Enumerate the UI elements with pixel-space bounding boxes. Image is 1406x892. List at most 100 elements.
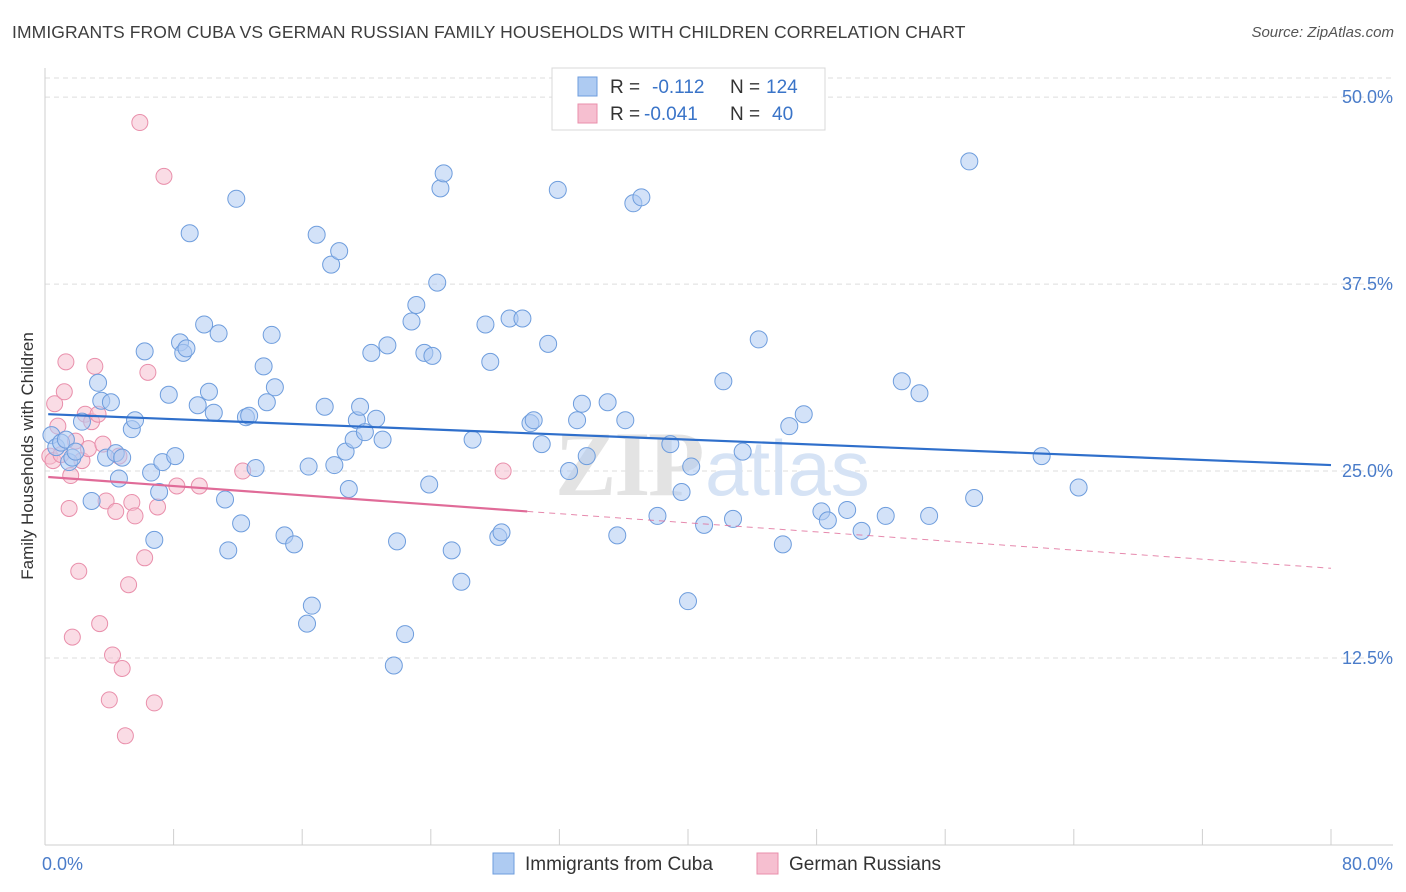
point-cuba <box>794 405 813 424</box>
point-cuba <box>299 457 318 476</box>
legend-r-value-2: -0.041 <box>644 104 698 125</box>
point-cuba <box>388 532 407 551</box>
y-tick-label: 37.5% <box>1342 274 1393 294</box>
point-german-russian <box>116 727 134 745</box>
chart-title: IMMIGRANTS FROM CUBA VS GERMAN RUSSIAN F… <box>12 22 966 42</box>
point-cuba <box>135 342 154 361</box>
point-cuba <box>428 273 447 292</box>
point-cuba <box>227 189 246 208</box>
point-german-russian <box>57 353 75 371</box>
point-cuba <box>101 393 120 412</box>
point-german-russian <box>136 549 154 567</box>
point-german-russian <box>70 562 88 580</box>
point-cuba <box>560 462 579 481</box>
point-german-russian <box>60 499 78 517</box>
stats-legend: R = -0.112 N = 124 R = -0.041 N = 40 <box>551 67 826 131</box>
point-cuba <box>1069 478 1088 497</box>
point-cuba <box>367 409 386 428</box>
point-cuba <box>82 491 101 510</box>
point-cuba <box>492 523 511 542</box>
point-cuba <box>714 372 733 391</box>
tick-labels: 12.5% 25.0% 37.5% 50.0% 0.0% 80.0% <box>42 87 1393 874</box>
point-cuba <box>431 179 450 198</box>
trend-line-german-russians <box>48 475 528 513</box>
point-cuba <box>1032 447 1051 466</box>
point-cuba <box>209 324 228 343</box>
point-cuba <box>72 412 91 431</box>
point-cuba <box>362 343 381 362</box>
point-german-russian <box>494 462 512 480</box>
point-german-russian <box>91 615 109 633</box>
legend-r-label-2: R = <box>610 104 640 125</box>
legend-swatch-pink <box>577 103 598 124</box>
point-cuba <box>325 456 344 475</box>
series-immigrants-from-cuba <box>42 152 1088 675</box>
point-cuba <box>322 255 341 274</box>
point-cuba <box>598 393 617 412</box>
point-cuba <box>315 397 334 416</box>
source-label: Source: ZipAtlas.com <box>1251 24 1394 41</box>
grid-lines <box>45 77 1393 659</box>
legend-n-label-2: N = <box>730 104 760 125</box>
point-cuba <box>780 417 799 436</box>
point-cuba <box>257 393 276 412</box>
point-cuba <box>463 430 482 449</box>
point-cuba <box>679 592 697 611</box>
point-cuba <box>532 435 551 454</box>
legend-swatch-cuba <box>492 852 515 875</box>
point-cuba <box>246 459 265 478</box>
point-cuba <box>920 506 939 525</box>
point-cuba <box>351 397 370 416</box>
point-cuba <box>695 515 714 534</box>
point-german-russian <box>145 694 163 712</box>
point-cuba <box>608 526 627 545</box>
point-cuba <box>524 411 543 430</box>
point-cuba <box>298 614 317 633</box>
legend-n-value-1: 124 <box>766 77 798 98</box>
legend-r-label-1: R = <box>610 77 640 98</box>
point-cuba <box>442 541 461 560</box>
point-cuba <box>373 430 392 449</box>
point-cuba <box>818 511 837 530</box>
point-cuba <box>66 442 85 461</box>
point-german-russian <box>155 167 173 185</box>
point-cuba <box>180 224 199 243</box>
point-german-russian <box>131 114 149 132</box>
point-german-russian <box>126 507 144 525</box>
point-cuba <box>572 394 591 413</box>
legend-swatch-blue <box>577 76 598 97</box>
point-cuba <box>539 334 558 353</box>
point-cuba <box>402 312 421 331</box>
point-cuba <box>339 479 358 498</box>
point-cuba <box>204 403 223 422</box>
point-cuba <box>965 488 984 507</box>
point-german-russian <box>190 477 208 495</box>
point-cuba <box>188 396 207 415</box>
point-cuba <box>216 490 235 509</box>
bottom-legend: Immigrants from Cuba German Russians <box>492 852 941 875</box>
point-cuba <box>378 336 397 355</box>
point-german-russian <box>139 363 157 381</box>
point-cuba <box>89 373 108 392</box>
point-german-russian <box>113 659 131 677</box>
point-cuba <box>109 469 128 488</box>
point-cuba <box>548 180 567 199</box>
point-cuba <box>126 411 145 430</box>
point-cuba <box>648 506 667 525</box>
point-cuba <box>232 514 251 533</box>
x-tick-label-max: 80.0% <box>1342 854 1393 874</box>
point-cuba <box>302 596 321 615</box>
y-axis-title: Family Households with Children <box>18 332 37 580</box>
point-cuba <box>452 572 471 591</box>
point-german-russian <box>86 357 104 375</box>
point-cuba <box>240 406 259 425</box>
point-german-russian <box>104 646 122 664</box>
x-tick-label-min: 0.0% <box>42 854 83 874</box>
point-cuba <box>733 442 752 461</box>
point-cuba <box>384 656 403 675</box>
point-german-russian <box>120 576 138 594</box>
point-cuba <box>285 535 304 554</box>
y-tick-label: 50.0% <box>1342 87 1393 107</box>
point-german-russian <box>149 498 167 516</box>
point-cuba <box>773 535 792 554</box>
